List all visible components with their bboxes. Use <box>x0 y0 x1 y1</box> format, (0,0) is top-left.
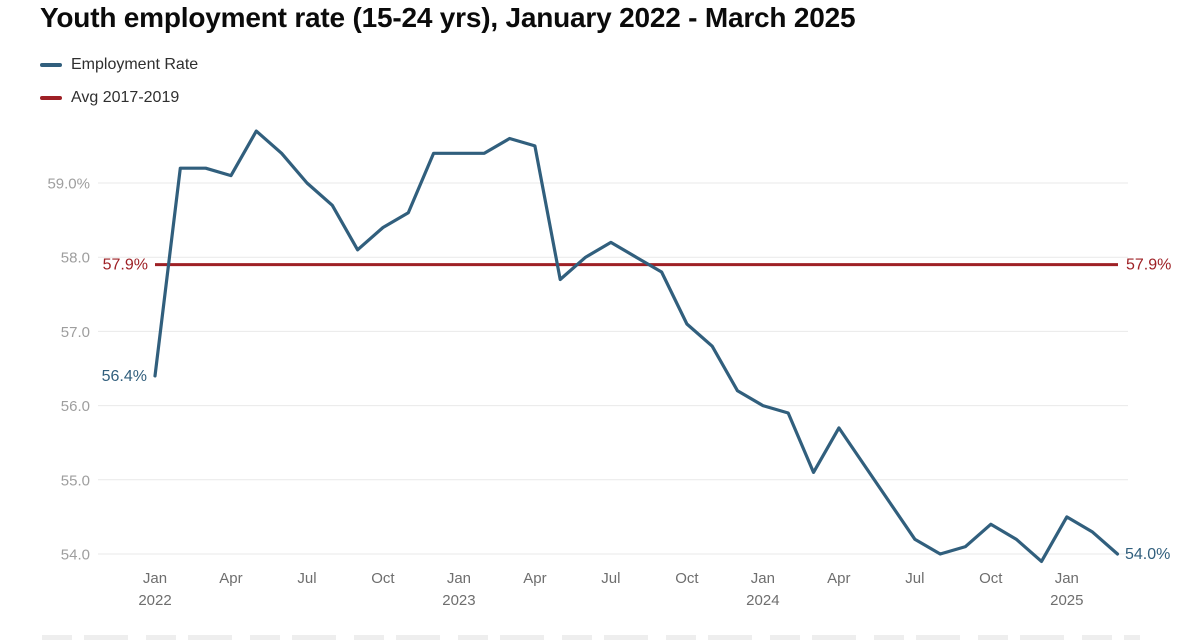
legend-label-employment-rate: Employment Rate <box>71 56 199 73</box>
legend-item-employment-rate: Employment Rate <box>40 55 198 74</box>
x-axis-tick-year-label: 2022 <box>138 592 171 609</box>
clipped-caption-text <box>42 635 1140 640</box>
employment-rate-line-swatch <box>40 62 62 67</box>
avg-value-label-left: 57.9% <box>103 257 148 274</box>
y-axis-tick-label: 57.0 <box>61 324 90 341</box>
start-value-label: 56.4% <box>102 368 147 385</box>
x-axis-tick-label: Oct <box>675 570 699 587</box>
x-axis-tick-label: Jan <box>751 570 775 587</box>
x-axis-tick-label: Apr <box>827 570 850 587</box>
x-axis-tick-label: Jan <box>1055 570 1079 587</box>
x-axis-tick-label: Oct <box>979 570 1003 587</box>
x-axis-tick-label: Jan <box>447 570 471 587</box>
x-axis-tick-label: Apr <box>219 570 242 587</box>
x-axis-tick-year-label: 2023 <box>442 592 475 609</box>
x-axis-tick-label: Jan <box>143 570 167 587</box>
y-axis-tick-label: 56.0 <box>61 398 90 415</box>
y-axis-tick-label: 58.0 <box>61 250 90 267</box>
legend-label-avg-2017-2019: Avg 2017-2019 <box>71 89 180 106</box>
y-axis-tick-label: 54.0 <box>61 547 90 564</box>
y-axis-tick-label: 59.0% <box>47 176 90 193</box>
x-axis-tick-label: Oct <box>371 570 395 587</box>
x-axis-tick-label: Jul <box>601 570 620 587</box>
x-axis-tick-year-label: 2024 <box>746 592 779 609</box>
legend-item-avg-2017-2019: Avg 2017-2019 <box>40 88 198 107</box>
avg-value-label-right: 57.9% <box>1126 257 1171 274</box>
avg-line-swatch <box>40 95 62 100</box>
chart-title: Youth employment rate (15-24 yrs), Janua… <box>40 2 856 33</box>
x-axis-tick-label: Jul <box>297 570 316 587</box>
employment-rate-line <box>153 129 1120 564</box>
x-axis-tick-label: Jul <box>905 570 924 587</box>
x-axis-tick-label: Apr <box>523 570 546 587</box>
legend: Employment Rate Avg 2017-2019 <box>40 55 198 121</box>
x-axis-tick-year-label: 2025 <box>1050 592 1083 609</box>
y-axis-tick-label: 55.0 <box>61 472 90 489</box>
end-value-label: 54.0% <box>1125 546 1170 563</box>
